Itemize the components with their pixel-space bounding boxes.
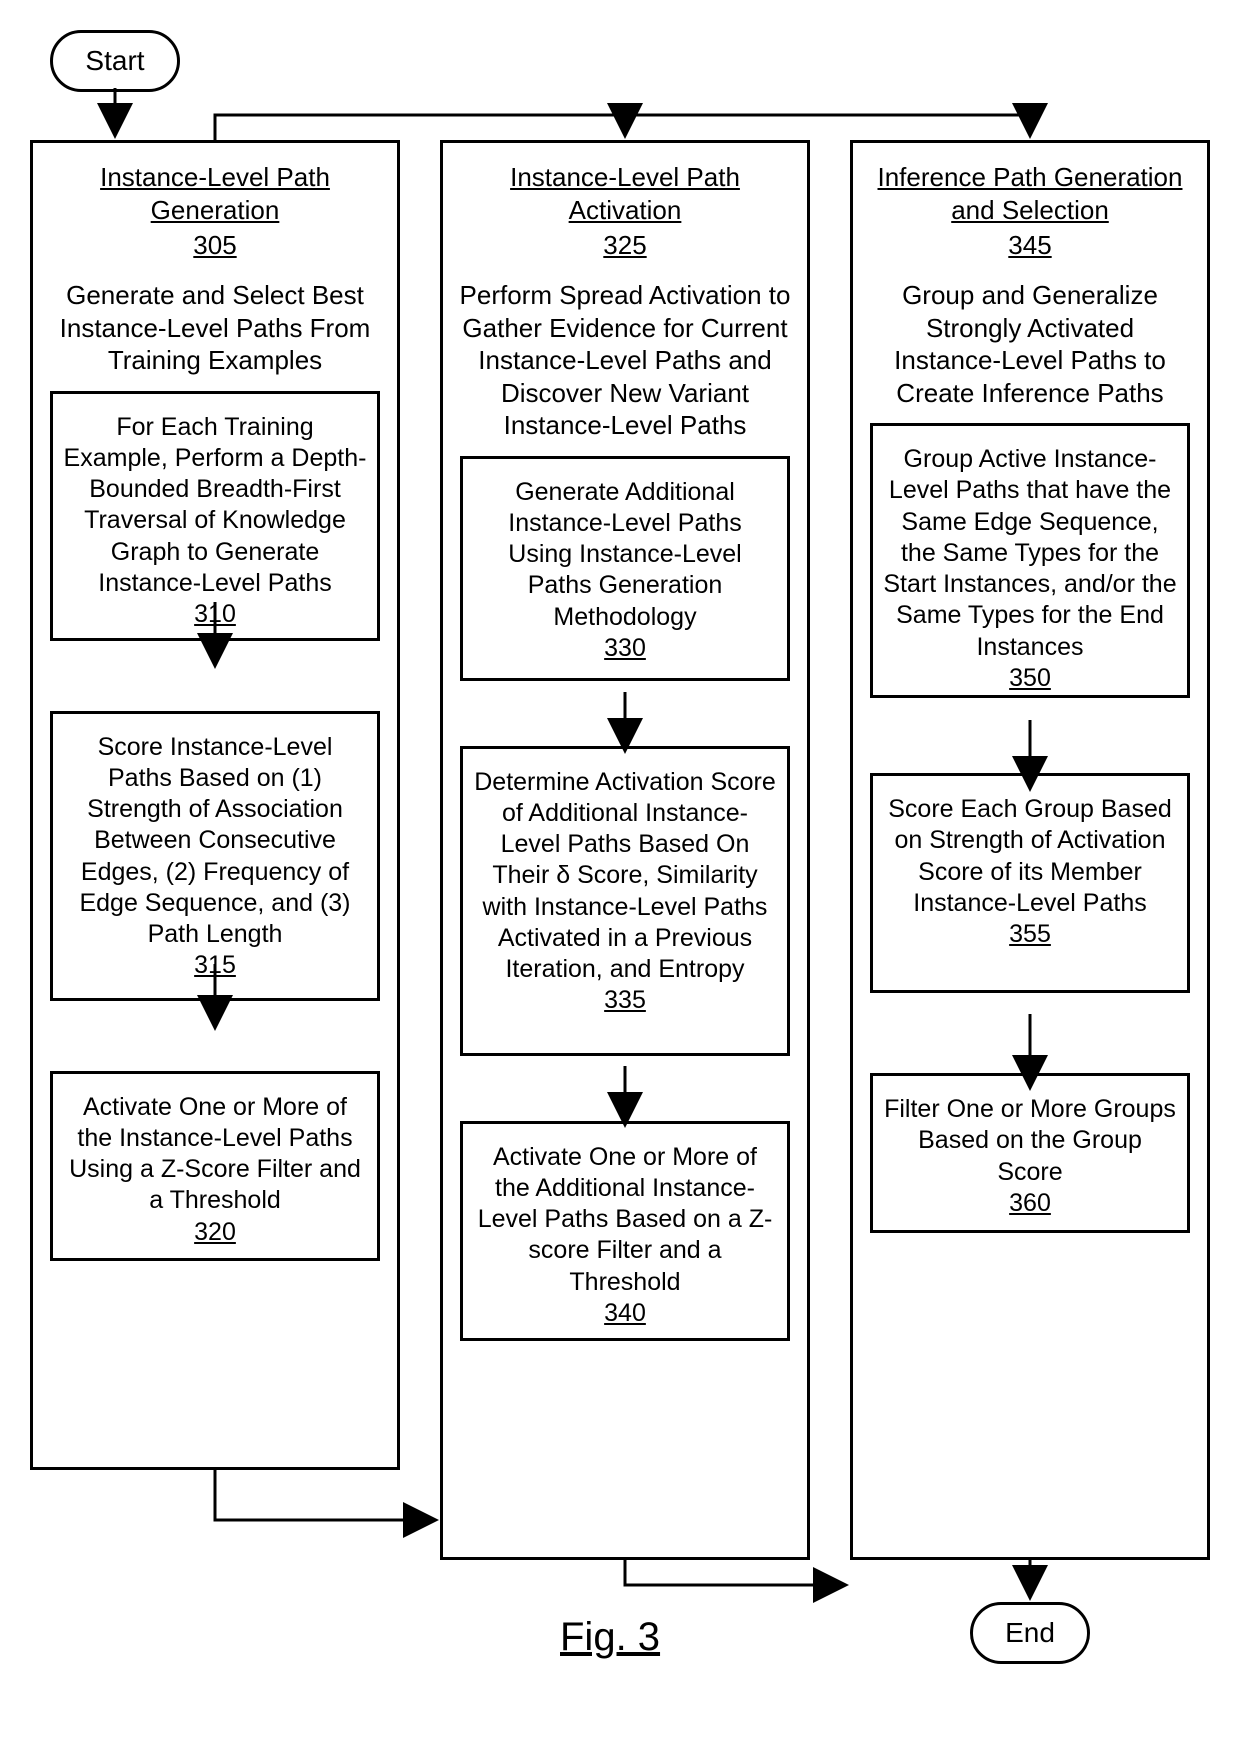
phase-activation: Instance-Level Path Activation 325 Perfo…	[440, 140, 810, 1560]
step-310: For Each Training Example, Perform a Dep…	[50, 391, 380, 641]
step-text: Activate One or More of the Instance-Lev…	[69, 1093, 361, 1215]
end-label: End	[1005, 1617, 1055, 1648]
phase-ref: 325	[459, 230, 791, 261]
start-label: Start	[85, 45, 144, 76]
step-ref: 335	[604, 986, 646, 1014]
step-ref: 310	[194, 600, 236, 628]
step-text: Score Each Group Based on Strength of Ac…	[888, 795, 1172, 917]
figure-label: Fig. 3	[560, 1615, 660, 1660]
step-335: Determine Activation Score of Additional…	[460, 746, 790, 1056]
step-360: Filter One or More Groups Based on the G…	[870, 1073, 1190, 1233]
step-text: Score Instance-Level Paths Based on (1) …	[79, 733, 350, 949]
step-text: Group Active Instance-Level Paths that h…	[883, 445, 1176, 661]
phase-caption: Generate and Select Best Instance-Level …	[49, 279, 381, 377]
phase-ref: 305	[49, 230, 381, 261]
start-terminal: Start	[50, 30, 180, 92]
step-text: For Each Training Example, Perform a Dep…	[64, 413, 367, 597]
step-ref: 320	[194, 1218, 236, 1246]
step-ref: 330	[604, 634, 646, 662]
step-text: Activate One or More of the Additional I…	[478, 1143, 773, 1296]
step-ref: 355	[1009, 920, 1051, 948]
step-315: Score Instance-Level Paths Based on (1) …	[50, 711, 380, 1001]
end-terminal: End	[970, 1602, 1090, 1664]
step-text: Determine Activation Score of Additional…	[474, 768, 776, 984]
step-350: Group Active Instance-Level Paths that h…	[870, 423, 1190, 698]
phase-caption: Perform Spread Activation to Gather Evid…	[459, 279, 791, 442]
step-ref: 340	[604, 1299, 646, 1327]
step-355: Score Each Group Based on Strength of Ac…	[870, 773, 1190, 993]
step-330: Generate Additional Instance-Level Paths…	[460, 456, 790, 681]
step-ref: 315	[194, 951, 236, 979]
step-340: Activate One or More of the Additional I…	[460, 1121, 790, 1341]
step-ref: 350	[1009, 664, 1051, 692]
step-text: Generate Additional Instance-Level Paths…	[508, 478, 741, 631]
step-text: Filter One or More Groups Based on the G…	[884, 1095, 1176, 1186]
flowchart-canvas: Start Instance-Level Path Generation 305…	[30, 30, 1210, 1720]
phase-caption: Group and Generalize Strongly Activated …	[869, 279, 1191, 409]
phase-inference: Inference Path Generation and Selection …	[850, 140, 1210, 1560]
phase-ref: 345	[869, 230, 1191, 261]
phase-generation: Instance-Level Path Generation 305 Gener…	[30, 140, 400, 1470]
phase-title: Instance-Level Path Generation	[49, 161, 381, 226]
step-320: Activate One or More of the Instance-Lev…	[50, 1071, 380, 1261]
phase-title: Inference Path Generation and Selection	[869, 161, 1191, 226]
step-ref: 360	[1009, 1189, 1051, 1217]
phase-title: Instance-Level Path Activation	[459, 161, 791, 226]
